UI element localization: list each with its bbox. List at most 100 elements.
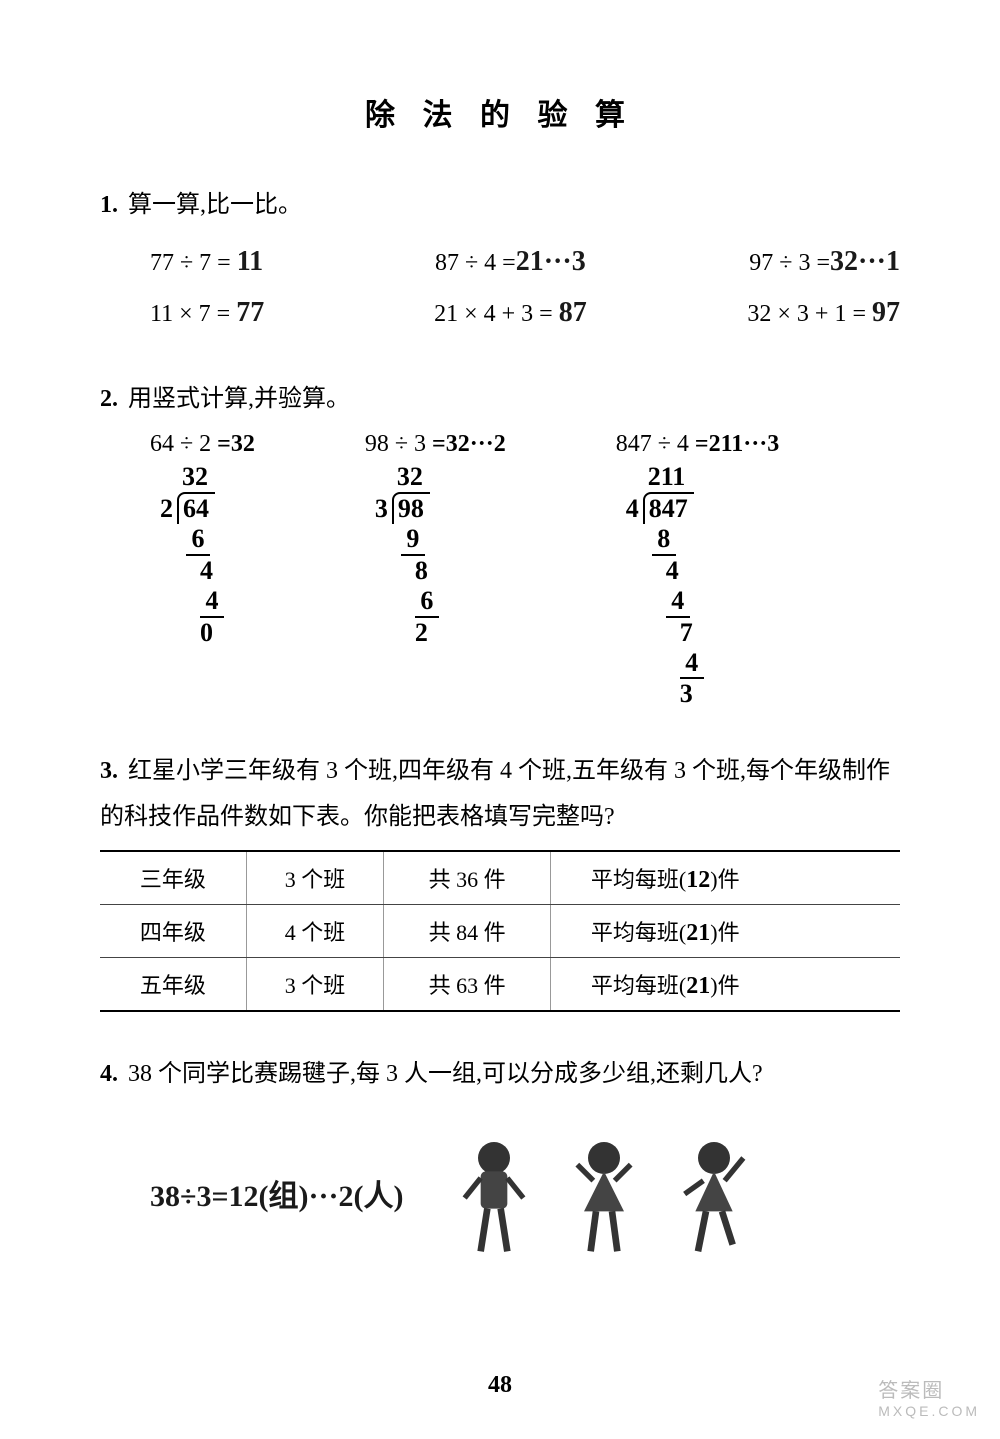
problem-number: 3. bbox=[100, 749, 128, 795]
divisor: 4 bbox=[626, 494, 641, 524]
prompt-text: 红星小学三年级有 3 个班,四年级有 4 个班,五年级有 3 个班,每个年级制作… bbox=[100, 758, 890, 830]
grade-cell: 四年级 bbox=[100, 905, 246, 958]
avg-suffix: )件 bbox=[710, 867, 739, 892]
grade-table: 三年级 3 个班 共 36 件 平均每班(12)件 四年级 4 个班 共 84 … bbox=[100, 850, 900, 1012]
division-step: 6 bbox=[186, 524, 210, 556]
division-lhs: 847 ÷ 4 bbox=[616, 431, 689, 457]
problem-3-prompt: 3.红星小学三年级有 3 个班,四年级有 4 个班,五年级有 3 个班,每个年级… bbox=[100, 749, 900, 840]
divisor: 2 bbox=[160, 494, 175, 524]
division-header: 64 ÷ 2 =32 bbox=[150, 431, 255, 458]
avg-prefix: 平均每班( bbox=[591, 920, 686, 945]
equation-row-2: 11 × 7 = 77 21 × 4 + 3 = 87 32 × 3 + 1 =… bbox=[100, 288, 900, 338]
problem-4-prompt: 4.38 个同学比赛踢毽子,每 3 人一组,可以分成多少组,还剩几人? bbox=[100, 1052, 900, 1098]
quotient: 32 bbox=[375, 462, 439, 492]
avg-cell: 平均每班(21)件 bbox=[550, 905, 900, 958]
watermark-top: 答案圈 bbox=[878, 1374, 980, 1403]
prompt-text: 算一算,比一比。 bbox=[128, 192, 302, 218]
division-step: 6 bbox=[415, 586, 439, 618]
equation-row-1: 77 ÷ 7 = 11 87 ÷ 4 =21···3 97 ÷ 3 =32···… bbox=[100, 237, 900, 287]
division-header: 847 ÷ 4 =211···3 bbox=[616, 431, 780, 458]
divisor: 3 bbox=[375, 494, 390, 524]
table-row: 五年级 3 个班 共 63 件 平均每班(21)件 bbox=[100, 958, 900, 1012]
division-step: 4 bbox=[200, 586, 224, 618]
handwritten-answer: =32···2 bbox=[432, 431, 506, 457]
avg-suffix: )件 bbox=[710, 973, 739, 998]
division-step: 8 bbox=[652, 524, 676, 556]
long-division-work: 211 4847 8 4 4 7 4 3 bbox=[616, 462, 704, 709]
problem-number: 1. bbox=[100, 184, 128, 227]
division-step: 9 bbox=[401, 524, 425, 556]
problem-4: 4.38 个同学比赛踢毽子,每 3 人一组,可以分成多少组,还剩几人? 38÷3… bbox=[100, 1052, 900, 1258]
division-step: 0 bbox=[200, 618, 213, 647]
avg-cell: 平均每班(12)件 bbox=[550, 851, 900, 905]
problem-2: 2.用竖式计算,并验算。 64 ÷ 2 =32 32 264 6 4 4 0 9… bbox=[100, 378, 900, 709]
division-step: 4 bbox=[680, 648, 704, 680]
equation: 21 × 4 + 3 = 87 bbox=[434, 288, 687, 338]
quotient: 211 bbox=[626, 462, 704, 492]
handwritten-answer: =211···3 bbox=[695, 431, 779, 457]
long-division-2: 98 ÷ 3 =32···2 32 398 9 8 6 2 bbox=[365, 431, 506, 647]
division-lhs: 98 ÷ 3 bbox=[365, 431, 426, 457]
dividend: 847 bbox=[643, 492, 694, 524]
handwritten-answer: 21 bbox=[686, 920, 710, 946]
division-step: 4 bbox=[666, 556, 679, 585]
equation-lhs: 21 × 4 + 3 = bbox=[434, 301, 553, 327]
equation: 32 × 3 + 1 = 97 bbox=[747, 288, 900, 338]
prompt-text: 用竖式计算,并验算。 bbox=[128, 386, 350, 412]
handwritten-answer: =32 bbox=[217, 431, 255, 457]
avg-cell: 平均每班(21)件 bbox=[550, 958, 900, 1012]
watermark: 答案圈 MXQE.COM bbox=[878, 1374, 980, 1419]
division-step: 8 bbox=[415, 556, 428, 585]
total-cell: 共 63 件 bbox=[384, 958, 551, 1012]
table-row: 四年级 4 个班 共 84 件 平均每班(21)件 bbox=[100, 905, 900, 958]
total-cell: 共 84 件 bbox=[384, 905, 551, 958]
problem-number: 2. bbox=[100, 378, 128, 421]
equation-lhs: 97 ÷ 3 = bbox=[749, 250, 830, 276]
handwritten-answer: 87 bbox=[559, 297, 587, 328]
avg-prefix: 平均每班( bbox=[591, 973, 686, 998]
worksheet-page: 除 法 的 验 算 1.算一算,比一比。 77 ÷ 7 = 11 87 ÷ 4 … bbox=[0, 0, 1000, 1439]
handwritten-answer: 38÷3=12(组)···2(人) bbox=[150, 1171, 404, 1215]
problem-1: 1.算一算,比一比。 77 ÷ 7 = 11 87 ÷ 4 =21···3 97… bbox=[100, 184, 900, 338]
classes-cell: 3 个班 bbox=[246, 958, 383, 1012]
child-icon bbox=[674, 1138, 754, 1258]
dividend: 64 bbox=[177, 492, 215, 524]
classes-cell: 4 个班 bbox=[246, 905, 383, 958]
problem-2-prompt: 2.用竖式计算,并验算。 bbox=[100, 378, 900, 421]
handwritten-answer: 12 bbox=[686, 867, 710, 893]
long-division-work: 32 264 6 4 4 0 bbox=[150, 462, 224, 647]
dividend: 98 bbox=[392, 492, 430, 524]
equation: 77 ÷ 7 = 11 bbox=[150, 237, 375, 287]
children-illustration bbox=[454, 1138, 754, 1258]
division-step: 4 bbox=[200, 556, 213, 585]
long-division-1: 64 ÷ 2 =32 32 264 6 4 4 0 bbox=[150, 431, 255, 647]
long-division-work: 32 398 9 8 6 2 bbox=[365, 462, 439, 647]
grade-cell: 五年级 bbox=[100, 958, 246, 1012]
handwritten-answer: 21 bbox=[686, 973, 710, 999]
watermark-bottom: MXQE.COM bbox=[878, 1403, 980, 1419]
handwritten-answer: 97 bbox=[872, 297, 900, 328]
problem-3: 3.红星小学三年级有 3 个班,四年级有 4 个班,五年级有 3 个班,每个年级… bbox=[100, 749, 900, 1012]
division-step: 3 bbox=[680, 679, 693, 708]
division-header: 98 ÷ 3 =32···2 bbox=[365, 431, 506, 458]
problem-number: 4. bbox=[100, 1052, 128, 1098]
long-division-3: 847 ÷ 4 =211···3 211 4847 8 4 4 7 4 3 bbox=[616, 431, 780, 709]
problem-1-prompt: 1.算一算,比一比。 bbox=[100, 184, 900, 227]
equation: 97 ÷ 3 =32···1 bbox=[749, 237, 900, 287]
division-step: 2 bbox=[415, 618, 428, 647]
child-icon bbox=[564, 1138, 644, 1258]
equation-lhs: 77 ÷ 7 = bbox=[150, 250, 231, 276]
division-step: 4 bbox=[666, 586, 690, 618]
child-icon bbox=[454, 1138, 534, 1258]
quotient: 32 bbox=[160, 462, 224, 492]
handwritten-answer: 21···3 bbox=[516, 246, 586, 277]
division-lhs: 64 ÷ 2 bbox=[150, 431, 211, 457]
avg-suffix: )件 bbox=[710, 920, 739, 945]
page-number: 48 bbox=[0, 1372, 1000, 1399]
equation-lhs: 87 ÷ 4 = bbox=[435, 250, 516, 276]
equation: 11 × 7 = 77 bbox=[150, 288, 374, 338]
page-title: 除 法 的 验 算 bbox=[100, 90, 900, 134]
total-cell: 共 36 件 bbox=[384, 851, 551, 905]
table-row: 三年级 3 个班 共 36 件 平均每班(12)件 bbox=[100, 851, 900, 905]
handwritten-answer: 32···1 bbox=[830, 246, 900, 277]
